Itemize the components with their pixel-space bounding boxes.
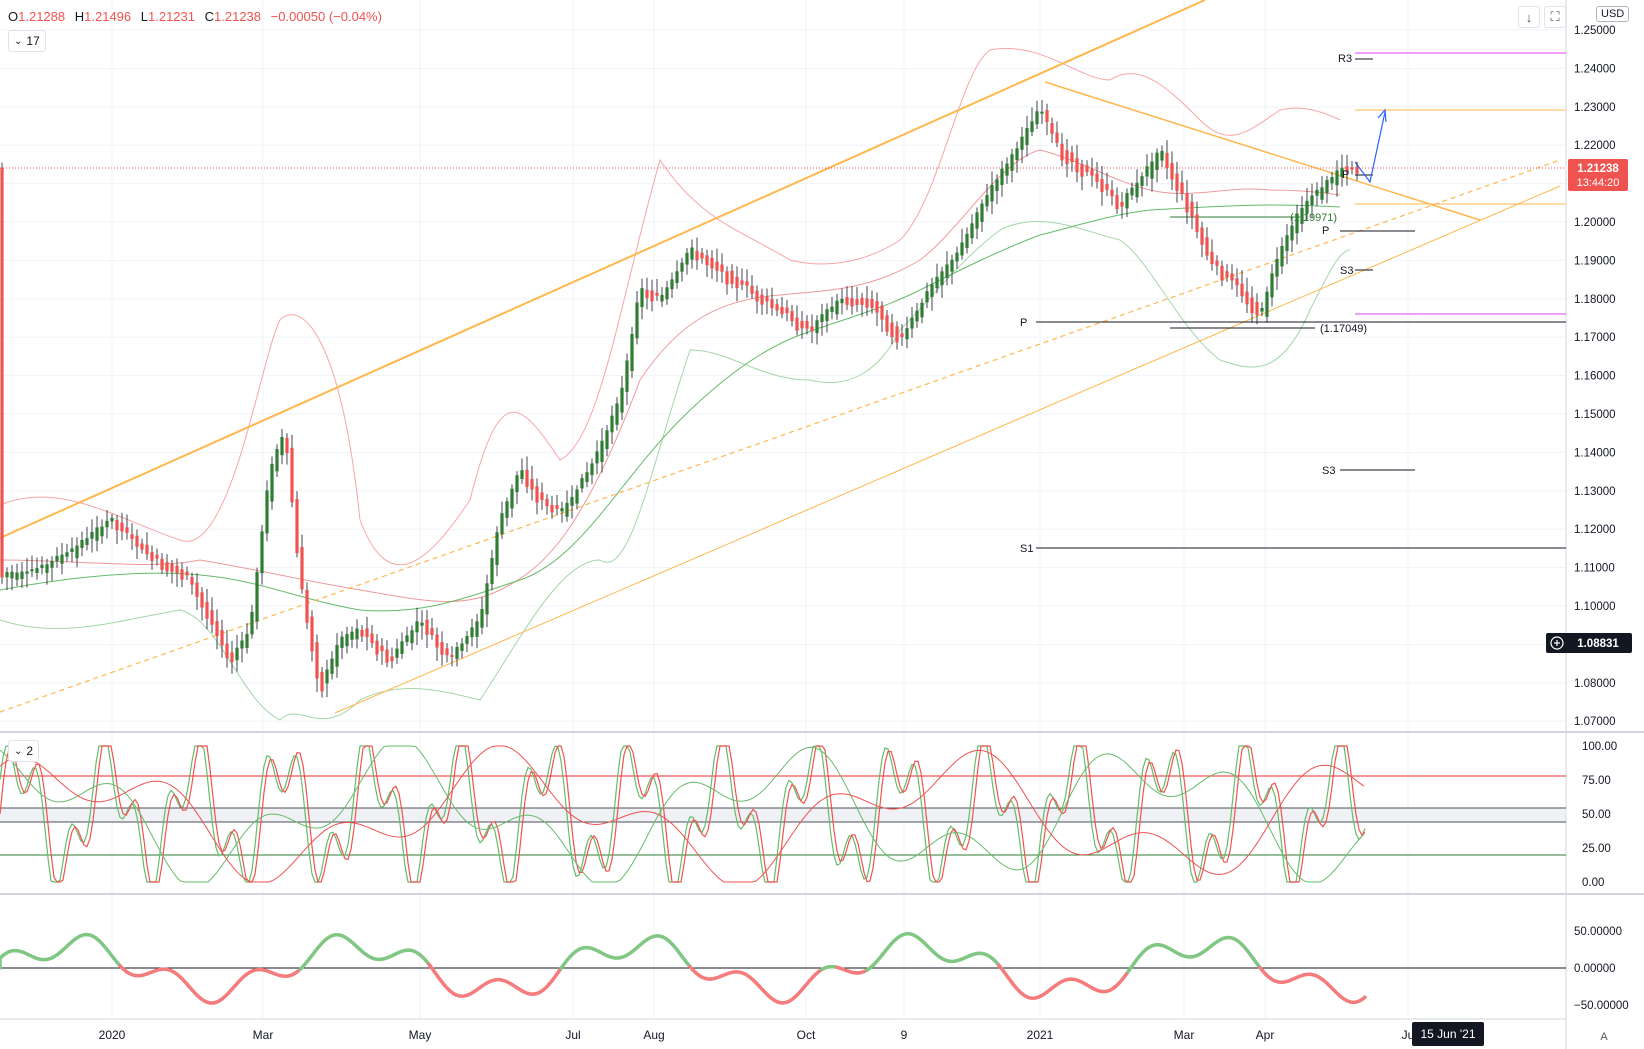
price-tick: 1.17000	[1574, 332, 1616, 344]
stoch-indicators-count: 2	[26, 744, 34, 758]
arrow-down-icon: ↓	[1525, 9, 1533, 25]
oscillator-pane[interactable]	[0, 932, 1566, 1005]
level-value-upper: (1.19971)	[1290, 212, 1337, 224]
pivot-label-s3-lower: S3	[1322, 465, 1335, 477]
candlestick-series[interactable]	[0, 99, 1359, 698]
price-tick: 1.19000	[1574, 255, 1616, 267]
low-label: L	[140, 9, 148, 24]
price-tick: 1.16000	[1574, 371, 1616, 383]
chevron-down-icon: ⌄	[14, 745, 23, 757]
level-value-lower: (1.17049)	[1320, 323, 1367, 335]
price-tick: 1.25000	[1574, 25, 1616, 37]
current-price-tag: 1.21238 13:44:20	[1568, 159, 1628, 191]
price-tick: 1.15000	[1574, 409, 1616, 421]
stochastic-pane[interactable]	[0, 745, 1566, 883]
close-label: C	[204, 9, 215, 24]
trend-channel[interactable]	[0, 0, 1566, 714]
stoch-tick: 100.00	[1582, 741, 1617, 753]
currency-label[interactable]: USD	[1596, 6, 1630, 22]
osc-tick: 50.00000	[1574, 926, 1622, 938]
time-tick: Ju	[1402, 1028, 1415, 1042]
open-label: O	[8, 9, 19, 24]
price-tick: 1.24000	[1574, 63, 1616, 75]
time-tick: Jul	[565, 1028, 580, 1042]
indicators-count: 17	[26, 34, 40, 48]
fullscreen-icon: ⛶	[1550, 9, 1560, 24]
stoch-tick: 50.00	[1582, 809, 1611, 821]
high-value: 1.21496	[84, 9, 132, 24]
pivot-label-s1: S1	[1020, 543, 1033, 555]
price-tick: 1.11000	[1574, 563, 1615, 575]
change-value: −0.00050 (−0.04%)	[270, 9, 382, 24]
crosshair-price-tag[interactable]: 1.08831	[1546, 633, 1632, 653]
time-tick: May	[409, 1028, 432, 1042]
price-tick: 1.07000	[1574, 716, 1616, 728]
time-tick: Oct	[797, 1028, 816, 1042]
pivot-label-s3-upper: S3	[1340, 265, 1353, 277]
price-tick: 1.22000	[1574, 140, 1616, 152]
stoch-indicators-toggle[interactable]: ⌄ 2	[8, 740, 40, 762]
time-cursor-label: 15 Jun '21	[1420, 1027, 1475, 1041]
price-tick: 1.08000	[1574, 678, 1616, 690]
fullscreen-button[interactable]: ⛶	[1544, 6, 1566, 28]
chevron-down-icon: ⌄	[14, 35, 23, 47]
time-cursor-tag: 15 Jun '21	[1412, 1022, 1484, 1046]
time-tick: 2021	[1027, 1028, 1054, 1042]
open-value: 1.21288	[18, 9, 66, 24]
price-tick: 1.18000	[1574, 294, 1616, 306]
scroll-down-button[interactable]: ↓	[1518, 6, 1540, 28]
time-tick: Mar	[1174, 1028, 1195, 1042]
pivot-label-p-upper: P	[1342, 169, 1349, 181]
stoch-tick: 25.00	[1582, 843, 1611, 855]
auto-scale-toggle[interactable]: A	[1600, 1031, 1608, 1043]
time-tick: Mar	[253, 1028, 274, 1042]
indicators-toggle[interactable]: ⌄ 17	[8, 30, 46, 52]
ohlc-legend: O1.21288 H1.21496 L1.21231 C1.21238 −0.0…	[8, 9, 388, 24]
pivot-label-r3: R3	[1338, 53, 1352, 65]
pivot-label-p-mid: P	[1322, 225, 1329, 237]
price-tick: 1.10000	[1574, 601, 1616, 613]
price-tick: 1.12000	[1574, 524, 1616, 536]
pivot-label-p-left: P	[1020, 317, 1027, 329]
osc-tick: 0.00000	[1574, 963, 1616, 975]
price-tick: 1.13000	[1574, 486, 1616, 498]
osc-tick: −50.00000	[1574, 1000, 1629, 1012]
time-tick: Aug	[643, 1028, 664, 1042]
projection-arrow[interactable]	[1354, 108, 1387, 184]
pivot-levels[interactable]	[1036, 52, 1566, 549]
price-tick: 1.20000	[1574, 217, 1616, 229]
high-label: H	[74, 9, 85, 24]
plus-circle-icon[interactable]	[1550, 636, 1564, 650]
close-value: 1.21238	[214, 9, 262, 24]
time-tick: 2020	[99, 1028, 126, 1042]
crosshair-price-value: 1.08831	[1577, 638, 1619, 650]
time-tick: 9	[901, 1028, 908, 1042]
price-tick: 1.23000	[1574, 102, 1616, 114]
stoch-tick: 0.00	[1582, 877, 1604, 889]
current-price-value: 1.21238	[1577, 163, 1619, 175]
price-tick: 1.14000	[1574, 447, 1616, 459]
bollinger-bands	[0, 47, 1351, 721]
stoch-tick: 75.00	[1582, 775, 1611, 787]
low-value: 1.21231	[148, 9, 195, 24]
countdown-timer: 13:44:20	[1577, 177, 1620, 189]
time-tick: Apr	[1256, 1028, 1275, 1042]
